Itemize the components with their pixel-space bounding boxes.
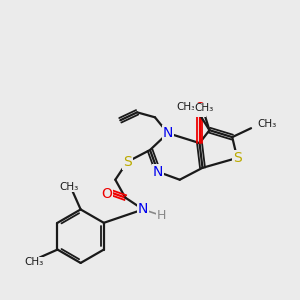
Text: CH₃: CH₃: [176, 102, 196, 112]
Text: CH₃: CH₃: [257, 119, 276, 129]
Text: N: N: [138, 202, 148, 216]
Text: CH₃: CH₃: [59, 182, 78, 192]
Text: O: O: [194, 101, 205, 116]
Text: S: S: [233, 151, 242, 165]
Text: N: N: [153, 165, 163, 179]
Text: N: N: [163, 126, 173, 140]
Text: S: S: [123, 155, 132, 169]
Text: CH₃: CH₃: [195, 103, 214, 113]
Text: H: H: [157, 209, 167, 222]
Text: CH₃: CH₃: [24, 257, 43, 267]
Text: O: O: [101, 187, 112, 201]
